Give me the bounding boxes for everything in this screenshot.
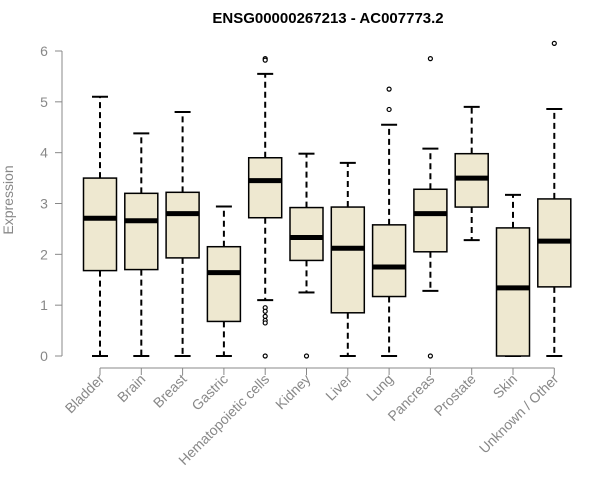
x-tick-label-bladder: Bladder [62, 371, 108, 417]
iqr-box-kidney [289, 206, 324, 262]
iqr-box-gastric [206, 245, 242, 323]
box-kidney [289, 152, 324, 359]
x-tick-label-brain: Brain [114, 371, 148, 405]
box-gastric [206, 205, 242, 357]
iqr-box-lung [371, 224, 407, 298]
y-tick-label-2: 2 [40, 246, 48, 262]
box-pancreas [413, 56, 448, 359]
iqr-box-skin [495, 227, 531, 357]
outlier-hematopoietic-cells-4 [262, 313, 268, 319]
iqr-box-breast [165, 191, 200, 259]
x-tick-label-liver: Liver [322, 371, 355, 404]
y-axis-label: Expression [0, 165, 16, 234]
iqr-box-bladder [82, 177, 118, 272]
outlier-hematopoietic-cells-6 [262, 320, 268, 326]
box-unknown-other [537, 40, 572, 357]
y-axis: 0 1 2 3 4 5 6 [40, 43, 63, 364]
box-liver [330, 161, 366, 357]
y-tick-label-0: 0 [40, 348, 48, 364]
outlier-lung-0 [386, 86, 392, 92]
outlier-lung-1 [386, 106, 392, 113]
outlier-pancreas-0 [427, 56, 433, 62]
outlier-hematopoietic-cells-1 [262, 57, 268, 63]
box-breast [165, 111, 200, 357]
iqr-box-liver [330, 206, 366, 314]
y-tick-label-3: 3 [40, 196, 48, 212]
outlier-unknown-other-0 [551, 40, 557, 46]
outlier-hematopoietic-cells-7 [262, 353, 268, 359]
iqr-box-pancreas [413, 188, 448, 253]
box-prostate [454, 105, 489, 242]
outlier-hematopoietic-cells-3 [262, 308, 268, 314]
iqr-box-hematopoietic-cells [247, 157, 283, 219]
iqr-box-brain [124, 192, 159, 271]
x-tick-label-lung: Lung [363, 371, 396, 404]
y-tick-label-6: 6 [40, 43, 48, 59]
box-lung [371, 86, 407, 357]
x-tick-label-skin: Skin [490, 371, 521, 402]
x-tick-label-kidney: Kidney [272, 371, 314, 413]
outlier-pancreas-1 [427, 353, 433, 359]
y-tick-label-5: 5 [40, 94, 48, 110]
box-hematopoietic-cells [247, 56, 283, 359]
box-skin [495, 193, 531, 357]
y-tick-label-4: 4 [40, 145, 48, 161]
box-bladder [82, 95, 118, 357]
boxes-group [82, 40, 572, 359]
outlier-kidney-0 [303, 353, 310, 359]
x-tick-label-breast: Breast [150, 371, 190, 411]
chart-title: ENSG00000267213 - AC007773.2 [212, 10, 443, 27]
x-tick-label-prostate: Prostate [431, 371, 479, 419]
box-brain [124, 132, 159, 357]
y-tick-label-1: 1 [40, 297, 48, 313]
